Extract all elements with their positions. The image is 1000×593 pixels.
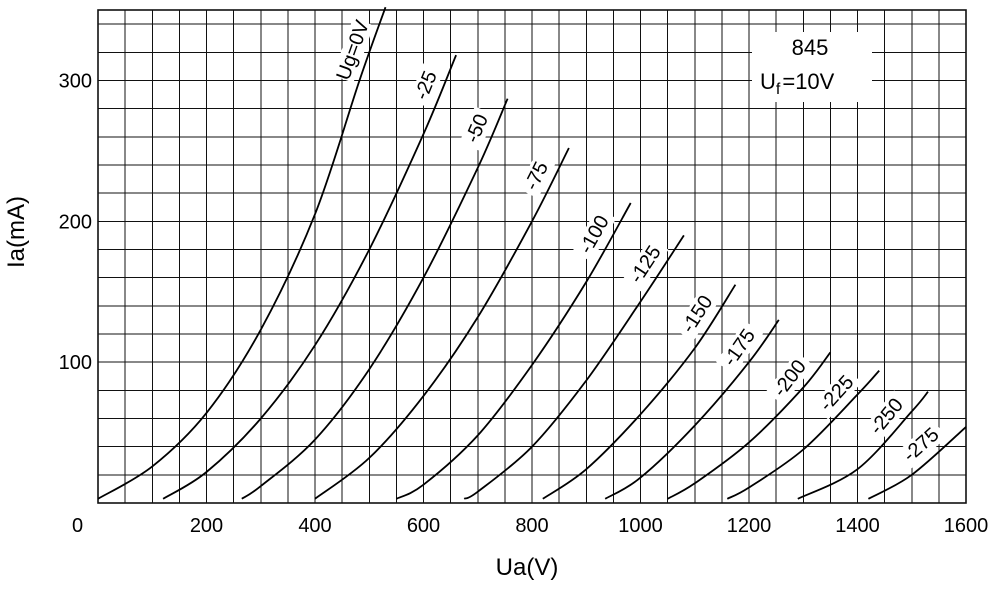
x-tick-label: 800 [515, 515, 548, 537]
filament-symbol: U [760, 69, 776, 94]
curve-ug-50 [241, 98, 509, 500]
x-tick-label: 1600 [944, 515, 989, 537]
x-tick-label: 1400 [835, 515, 880, 537]
curve-ug-250 [797, 391, 929, 500]
x-tick-labels: 0 200 400 600 800 1000 1200 1400 1600 [72, 515, 988, 537]
curve-ug-150 [542, 284, 737, 500]
x-tick-label: 1000 [618, 515, 663, 537]
filament-subscript: f [776, 81, 781, 98]
curve-ug-125 [463, 234, 685, 500]
curve-ug-200 [667, 351, 832, 500]
y-tick-label: 200 [59, 211, 92, 233]
curve-group [97, 6, 967, 500]
filament-voltage-label: Uf=10V [760, 69, 835, 98]
curve-label-bg [811, 367, 862, 420]
curve-label-bg [622, 237, 669, 292]
curve-ug-25 [162, 54, 457, 500]
curve-label-bg [572, 207, 617, 262]
curve-ug-100 [395, 202, 632, 500]
x-tick-label: 400 [298, 515, 331, 537]
curve-label-bg [862, 390, 912, 443]
curve-label-bg [408, 63, 444, 108]
curve-label: -200 [765, 352, 814, 406]
tube-type-label: 845 [792, 35, 829, 60]
curve-ug-225 [726, 369, 880, 500]
curve-label: -125 [622, 237, 669, 292]
x-tick-label: 200 [190, 515, 223, 537]
curve-label: -250 [862, 390, 912, 443]
curve-label-bg [895, 420, 948, 470]
plot-frame [97, 9, 967, 504]
curve-label-bg [674, 287, 721, 342]
x-tick-label: 600 [407, 515, 440, 537]
curve-label-bg [518, 153, 556, 199]
curve-ug-275 [867, 426, 967, 500]
curve-label-bg [459, 106, 496, 151]
curve-label-bg [765, 352, 814, 406]
filament-value: =10V [782, 69, 834, 94]
curve-label: -75 [518, 153, 556, 199]
curve-ug-Ug0V [97, 6, 387, 500]
y-tick-labels: 100 200 300 [59, 70, 92, 374]
y-tick-label: 300 [59, 70, 92, 92]
curve-label-bg [716, 321, 763, 375]
curve-label-text: Ug=0V [333, 17, 375, 83]
curve-ug-75 [314, 147, 570, 500]
curve-label: Ug=0V [333, 17, 375, 83]
curve-label: -275 [895, 420, 948, 470]
curve-label: -50 [459, 106, 496, 151]
x-axis-title: Ua(V) [496, 554, 559, 581]
y-axis-title: Ia(mA) [3, 196, 30, 268]
curve-ug-175 [604, 319, 780, 500]
curve-label: -175 [716, 321, 763, 375]
x-tick-label: 1200 [727, 515, 772, 537]
tube-annotation-bg [752, 32, 872, 102]
x-tick-label: 0 [72, 515, 83, 537]
curve-label: -225 [811, 367, 862, 420]
curve-label-bg [332, 17, 374, 83]
tube-annotation: 845 Uf=10V [752, 32, 872, 102]
y-tick-label: 100 [59, 352, 92, 374]
curve-label: -100 [572, 207, 617, 262]
curve-label: -150 [674, 287, 721, 342]
